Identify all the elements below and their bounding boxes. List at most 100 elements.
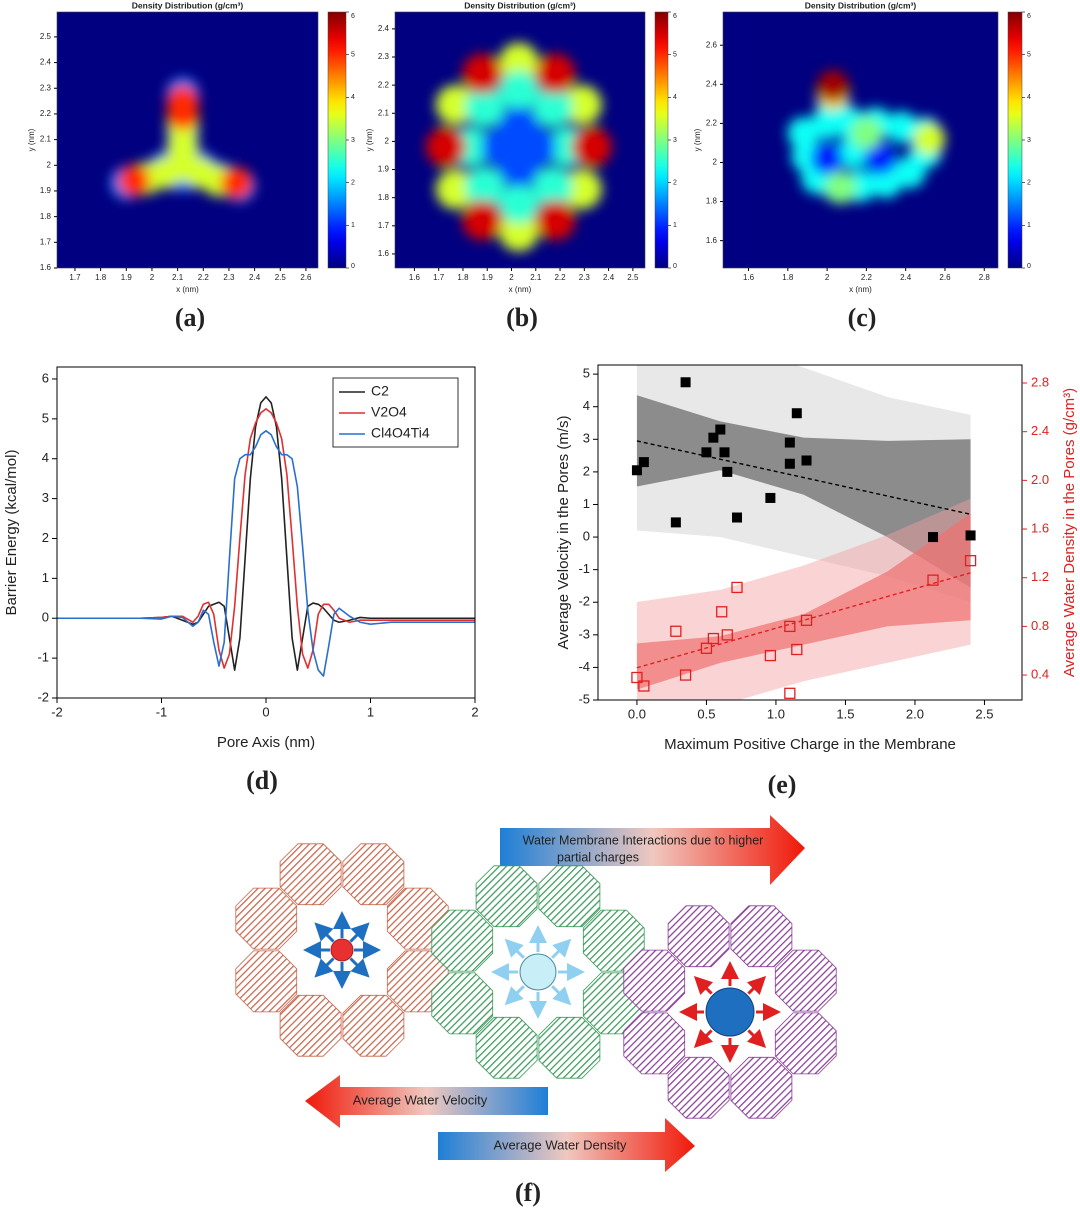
octagon (279, 843, 342, 906)
y-tick-label: -2 (578, 594, 590, 609)
data-point (784, 620, 796, 633)
y-tick-label: 2 (385, 137, 390, 146)
y-tick-label: 2.2 (40, 109, 52, 118)
x-tick-label: 1.8 (782, 273, 794, 282)
x-tick-label: -1 (156, 704, 168, 719)
water-arrow (314, 957, 335, 978)
density-blob (435, 169, 476, 210)
legend-label: Cl4O4Ti4 (371, 425, 430, 441)
y-tick-label: 5 (583, 366, 590, 381)
x-axis-label: Pore Axis (nm) (217, 734, 315, 751)
data-point (791, 643, 803, 656)
density-blob (811, 142, 844, 175)
density-blobs (110, 77, 256, 202)
x-tick-label: 2.4 (900, 273, 912, 282)
panel-label: (b) (506, 303, 538, 332)
x-tick-label: 2.1 (530, 273, 542, 282)
density-blob (535, 200, 576, 241)
arrow-label: Average Water Density (494, 1137, 627, 1152)
data-point (716, 606, 728, 618)
water-core (330, 938, 354, 962)
plot-frame (597, 364, 1023, 701)
data-point (784, 458, 795, 469)
data-point (784, 437, 795, 448)
y-tick-label: 2.4 (378, 24, 390, 33)
y2-tick-label: 1.6 (1031, 520, 1049, 535)
data-point (715, 424, 726, 435)
data-point (721, 629, 733, 641)
colorbar-tick-label: 1 (351, 222, 355, 229)
x-tick-label: 1.7 (69, 273, 81, 282)
x-tick-label: 1.5 (836, 706, 854, 721)
x-tick-label: 1.6 (743, 273, 755, 282)
x-tick-label: 0 (262, 704, 269, 719)
x-tick-label: 2.6 (300, 273, 312, 282)
y-tick-label: -5 (578, 691, 590, 706)
y-tick-label: 1.8 (40, 212, 52, 221)
water-arrow (349, 922, 370, 943)
x-tick-label: 1.9 (121, 273, 133, 282)
y-tick-label: -1 (578, 561, 590, 576)
data-point (801, 455, 812, 466)
y-tick-label: 1.8 (378, 193, 390, 202)
x-axis-label: x (nm) (176, 285, 199, 294)
octagon (774, 1012, 837, 1075)
fit-line (636, 572, 971, 669)
y-tick-label: 2 (47, 160, 52, 169)
arrow (500, 815, 805, 885)
octagon (667, 1056, 730, 1119)
x-axis-label: x (nm) (509, 285, 532, 294)
x-tick-label: 0.5 (697, 706, 715, 721)
density-map (110, 77, 256, 202)
y-tick-label: 1.6 (40, 263, 52, 272)
confidence-band (636, 395, 971, 588)
plot-content (631, 365, 977, 700)
octagon (623, 1012, 686, 1075)
y-tick-label: 4 (583, 398, 590, 413)
panel-label: (d) (246, 766, 278, 795)
colorbar-tick-label: 3 (351, 137, 355, 144)
x-tick-label: 2.5 (275, 273, 287, 282)
x-tick-label: 2.6 (939, 273, 951, 282)
density-blob (117, 164, 150, 197)
x-tick-label: 1 (367, 704, 374, 719)
y2-tick-label: 0.4 (1031, 666, 1049, 681)
y-tick-label: 2 (713, 158, 718, 167)
x-tick-label: -2 (51, 704, 63, 719)
y-tick-label: 2.2 (706, 118, 718, 127)
octagon (730, 905, 793, 968)
y-tick-label: 2.6 (706, 40, 718, 49)
colorbar-tick-label: 1 (673, 222, 677, 229)
x-tick-label: 2 (471, 704, 478, 719)
data-point (631, 465, 642, 476)
data-point (707, 632, 720, 645)
x-tick-label: 2.5 (627, 273, 639, 282)
density-blob (885, 111, 918, 144)
data-point (964, 555, 977, 567)
density-blob (425, 127, 466, 168)
density-blob (462, 53, 503, 94)
chart-title: Density Distribution (g/cm³) (132, 0, 244, 10)
data-point (700, 642, 713, 654)
x-tick-label: 2.2 (554, 273, 566, 282)
y-tick-label: 1 (583, 496, 590, 511)
x-tick-label: 0.0 (628, 706, 646, 721)
x-tick-label: 2.3 (579, 273, 591, 282)
lines (57, 396, 475, 677)
y-tick-label: 2.3 (40, 83, 52, 92)
y-tick-label: 2.4 (706, 79, 718, 88)
density-blob (532, 166, 573, 207)
density-blob (166, 97, 199, 130)
x-axis-label: x (nm) (849, 285, 872, 294)
y2-tick-label: 2.8 (1031, 374, 1049, 389)
x-tick-label: 2.2 (861, 273, 873, 282)
arrow (438, 1118, 695, 1172)
y2-tick-label: 2.0 (1031, 472, 1049, 487)
density-blob (515, 127, 556, 168)
colorbar-tick-label: 6 (1027, 13, 1031, 20)
data-point (765, 492, 776, 503)
x-tick-label: 2.2 (198, 273, 210, 282)
data-point (631, 671, 643, 684)
water-arrow (746, 1028, 767, 1049)
data-point (800, 614, 813, 626)
